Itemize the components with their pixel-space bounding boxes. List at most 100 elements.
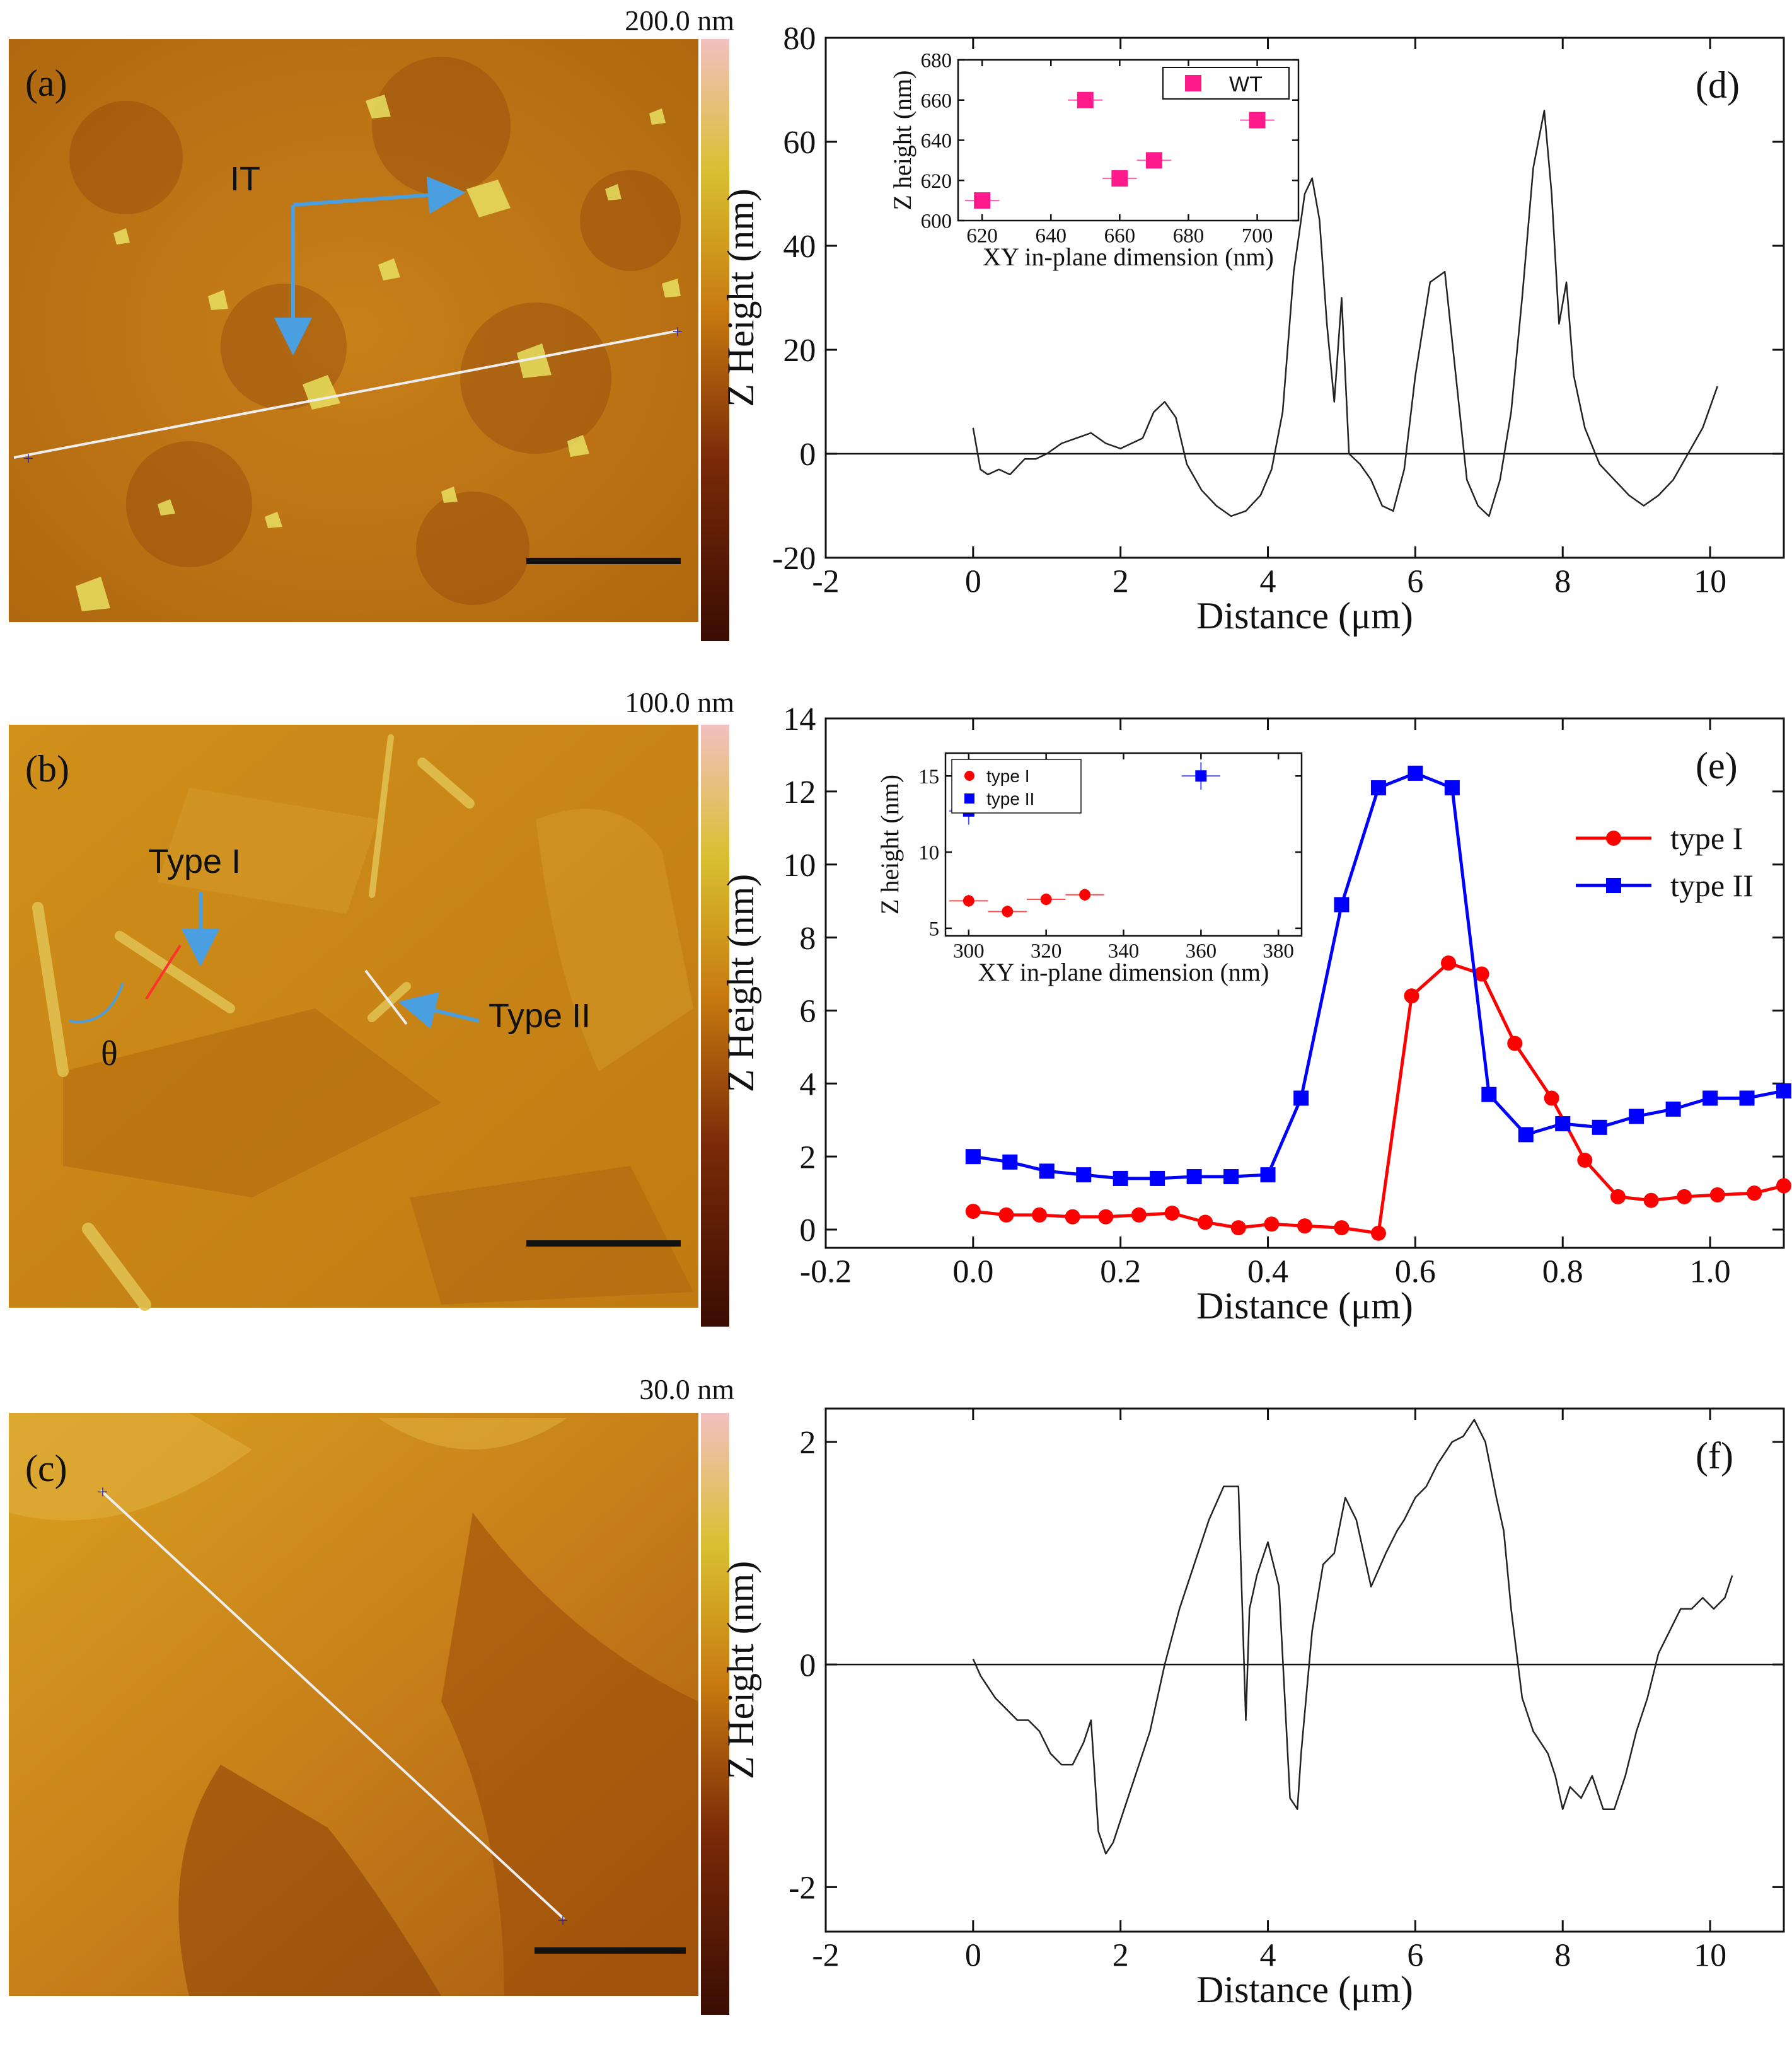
chart-e-point-type-II [1481, 1087, 1497, 1102]
chart-e-inset-ytick-label: 15 [918, 766, 939, 788]
chart-d-inset-xtick-label: 660 [1104, 225, 1136, 248]
afm-texture-c [9, 1413, 698, 1996]
chart-f-xtick-label: 2 [1113, 1938, 1129, 1974]
chart-e-ytick-label: 4 [799, 1067, 816, 1103]
chart-d-ytick-label: 40 [783, 229, 816, 265]
inset-legend-box [1162, 67, 1290, 100]
chart-e-legend-marker [1606, 831, 1621, 846]
chart-f-ylabel: Z Height (nm) [720, 1561, 761, 1780]
inset-point [1111, 170, 1128, 187]
chart-d-xtick-label: 4 [1260, 564, 1276, 600]
chart-d-ytick-label: 60 [783, 125, 816, 161]
chart-e-point-type-II [1186, 1169, 1202, 1185]
chart-e-point-type-II [1592, 1119, 1607, 1135]
afm-panel-b: (b) Type I Type II θ [9, 725, 698, 1311]
colorbar-c-max-label: 30.0 nm [639, 1373, 734, 1405]
chart-f-xtick-label: 0 [965, 1938, 981, 1974]
angle-arc-icon [69, 983, 124, 1023]
chart-d-ytick-label: -20 [772, 541, 816, 577]
chart-d-xtick-label: 8 [1554, 564, 1571, 600]
chart-e-series-type-I [973, 961, 1784, 1235]
chart-e-xtick-label: 0.0 [952, 1254, 993, 1290]
chart-d-ytick-label: 20 [783, 333, 816, 369]
chart-e-point-type-I [1441, 955, 1456, 971]
afm-profile-line-type1 [145, 944, 182, 1000]
inset-point [1079, 889, 1091, 901]
colorbar-b-max-label: 100.0 nm [625, 686, 734, 718]
chart-e-inset-ytick-label: 10 [918, 842, 939, 865]
chart-e-point-type-II [1002, 1154, 1018, 1170]
chart-f-ytick-label: 2 [799, 1425, 816, 1461]
afm-image-a [9, 39, 698, 622]
chart-e-point-type-II [1113, 1170, 1128, 1186]
chart-e-point-type-I [1404, 988, 1419, 1004]
colorbar-a: 200.0 nm [625, 4, 734, 641]
chart-f-ytick-label: -2 [789, 1870, 816, 1906]
chart-e-point-type-I [1297, 1218, 1312, 1234]
chart-e-point-type-II [1150, 1170, 1165, 1186]
chart-e: -0.2 0.0 0.2 0.4 0.6 0.8 1.0 0 2 4 6 8 10 12 14 Distanc… [720, 701, 1791, 1327]
chart-e-inset-ytick-label: 5 [929, 918, 940, 940]
inset-point [1002, 906, 1014, 918]
chart-e-point-type-I [1098, 1209, 1114, 1225]
chart-e-point-type-I [1032, 1207, 1048, 1223]
chart-e-point-type-I [1065, 1209, 1080, 1225]
inset-point [1145, 152, 1162, 169]
afm-crosshair-a-start: + [23, 448, 34, 469]
chart-d-inset-ytick-label: 640 [921, 130, 952, 153]
inset-point [962, 895, 974, 907]
chart-f-ytick-label: 0 [799, 1647, 816, 1683]
chart-e-point-type-II [1293, 1090, 1309, 1106]
colorbar-a-max-label: 200.0 nm [625, 4, 734, 37]
colorbar-c: 30.0 nm [639, 1373, 734, 2015]
inset-point [1040, 894, 1052, 905]
chart-e-inset-xtick-label: 380 [1263, 940, 1294, 963]
chart-e-point-type-I [1577, 1152, 1593, 1168]
chart-e-xtick-label: 0.8 [1542, 1254, 1583, 1290]
chart-e-point-type-I [1474, 966, 1489, 982]
chart-e-point-type-II [1260, 1167, 1276, 1183]
colorbar-a-gradient [701, 39, 729, 641]
chart-e-xtick-label: 0.6 [1395, 1254, 1436, 1290]
arrow-icon-type2 [398, 992, 480, 1029]
chart-e-inset-xtick-label: 300 [953, 940, 985, 963]
chart-e-ylabel: Z Height (nm) [720, 874, 761, 1093]
chart-d-inset-xlabel: XY in-plane dimension (nm) [983, 243, 1274, 271]
chart-d-ylabel: Z Height (nm) [720, 188, 761, 407]
chart-d-inset-ytick-label: 600 [921, 210, 952, 233]
chart-e-point-type-I [1776, 1178, 1791, 1194]
chart-f: -2 0 2 4 6 8 10 -2 0 2 Distance (μm) Z Height (nm) (… [720, 1407, 1785, 2010]
afm-crosshair-a-end: + [673, 321, 683, 342]
chart-d-xtick-label: 2 [1113, 564, 1129, 600]
chart-e-point-type-I [1643, 1192, 1659, 1208]
chart-e-point-type-I [1334, 1220, 1350, 1236]
chart-f-xtick-label: 8 [1554, 1938, 1571, 1974]
chart-e-xtick-label: 1.0 [1690, 1254, 1731, 1290]
afm-panel-c: + + (c) [9, 1413, 698, 1996]
inset-legend-label: type I [986, 766, 1029, 786]
chart-e-point-type-II [965, 1149, 981, 1165]
chart-f-xtick-label: -2 [812, 1938, 839, 1974]
chart-d-xtick-label: 6 [1407, 564, 1423, 600]
chart-d-inset-xtick-label: 700 [1242, 225, 1273, 248]
chart-e-point-type-II [1039, 1163, 1055, 1179]
chart-e-point-type-I [1747, 1185, 1762, 1201]
chart-e-ytick-label: 12 [783, 775, 816, 810]
scale-bar-a [526, 558, 681, 564]
chart-e-point-type-I [1709, 1187, 1725, 1202]
chart-e-point-type-I [1370, 1225, 1386, 1241]
chart-e-point-type-I [1544, 1090, 1559, 1106]
chart-e-ytick-label: 6 [799, 994, 816, 1030]
colorbar-c-gradient [701, 1413, 729, 2015]
chart-e-point-type-I [1198, 1214, 1213, 1230]
chart-d-xtick-label: 0 [965, 564, 981, 600]
chart-e-point-type-II [1665, 1101, 1681, 1117]
inset-point [1077, 91, 1094, 108]
chart-e-point-type-II [1739, 1090, 1755, 1106]
chart-e-point-type-I [1230, 1220, 1246, 1236]
chart-d-xlabel: Distance (μm) [1196, 595, 1413, 637]
inset-legend-label: type II [986, 789, 1034, 809]
